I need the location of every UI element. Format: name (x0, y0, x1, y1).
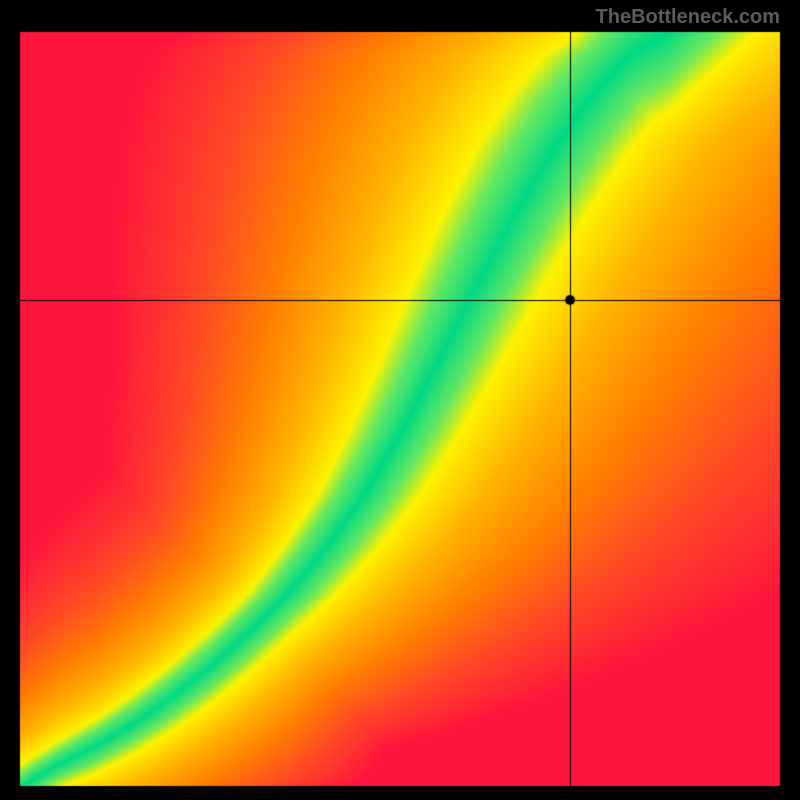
chart-container: TheBottleneck.com (0, 0, 800, 800)
heatmap-canvas (0, 0, 800, 800)
watermark-label: TheBottleneck.com (596, 6, 780, 29)
